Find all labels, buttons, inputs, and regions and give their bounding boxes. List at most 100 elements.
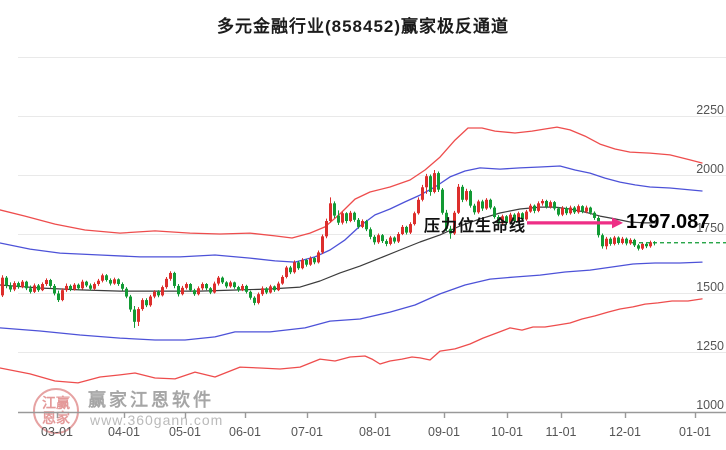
candle-body xyxy=(253,297,256,303)
candle-body xyxy=(241,285,244,291)
candle-body xyxy=(85,281,88,286)
candle-body xyxy=(113,279,116,284)
candle-body xyxy=(465,191,468,200)
candle-body xyxy=(621,238,624,243)
candle-body xyxy=(613,237,616,244)
watermark-seal-text: 江赢 恩家 xyxy=(42,395,70,426)
candle-body xyxy=(569,207,572,214)
candle-body xyxy=(413,213,416,225)
candle-body xyxy=(401,226,404,234)
candle-body xyxy=(525,211,528,220)
candle-body xyxy=(153,291,156,297)
candle-body xyxy=(133,309,136,322)
candle-body xyxy=(577,206,580,213)
candle-body xyxy=(293,262,296,273)
x-axis-label: 06-01 xyxy=(229,425,261,439)
candle-body xyxy=(537,203,540,211)
candle-body xyxy=(429,176,432,192)
candle-body xyxy=(417,199,420,214)
candle-body xyxy=(225,282,228,287)
candle-body xyxy=(533,205,536,211)
x-axis-label: 04-01 xyxy=(108,425,140,439)
candle-body xyxy=(321,236,324,253)
candle-body xyxy=(65,285,68,291)
candle-body xyxy=(173,272,176,286)
candle-body xyxy=(485,199,488,209)
candle-body xyxy=(353,212,356,220)
candle-body xyxy=(581,206,584,212)
candle-body xyxy=(77,284,80,289)
candle-body xyxy=(397,234,400,242)
candle-body xyxy=(21,281,24,288)
candle-body xyxy=(593,212,596,218)
candle-body xyxy=(229,282,232,287)
candle-body xyxy=(473,205,476,213)
candle-body xyxy=(17,283,20,288)
candle-body xyxy=(477,201,480,213)
candle-body xyxy=(305,259,308,265)
candle-body xyxy=(349,212,352,222)
candle-body xyxy=(169,272,172,279)
candle-body xyxy=(373,236,376,243)
pressure-level-label: 压力位生命线 xyxy=(424,218,527,235)
candle-body xyxy=(41,284,44,291)
candle-body xyxy=(61,290,64,301)
candle-body xyxy=(29,288,32,292)
candle-body xyxy=(193,290,196,295)
y-axis-label: 1500 xyxy=(696,280,724,294)
y-axis-label: 1250 xyxy=(696,339,724,353)
x-axis-label: 07-01 xyxy=(291,425,323,439)
candle-body xyxy=(5,277,8,286)
candle-body xyxy=(145,300,148,306)
candle-body xyxy=(181,287,184,295)
candle-body xyxy=(337,215,340,223)
candle-body xyxy=(105,275,108,281)
candle-body xyxy=(361,221,364,227)
candle-body xyxy=(333,203,336,216)
x-axis-label: 05-01 xyxy=(169,425,201,439)
candle-body xyxy=(109,280,112,284)
candle-body xyxy=(489,199,492,208)
x-axis-label: 03-01 xyxy=(41,425,73,439)
candle-body xyxy=(601,235,604,247)
candle-body xyxy=(629,239,632,244)
candle-body xyxy=(233,282,236,288)
x-axis-label: 08-01 xyxy=(359,425,391,439)
watermark-seal: 江赢 恩家 xyxy=(33,388,79,434)
lower-inner-band xyxy=(0,261,703,341)
candle-body xyxy=(197,288,200,295)
y-axis-label: 1000 xyxy=(696,398,724,412)
candle-body xyxy=(73,284,76,290)
candle-body xyxy=(497,217,500,224)
candle-body xyxy=(249,291,252,298)
chart-title: 多元金融行业(858452)赢家极反通道 xyxy=(216,17,510,36)
candle-body xyxy=(453,212,456,234)
candle-body xyxy=(289,267,292,273)
candle-body xyxy=(441,189,444,213)
candle-body xyxy=(369,229,372,237)
candle-body xyxy=(209,288,212,293)
candle-body xyxy=(277,283,280,291)
candle-body xyxy=(301,259,304,269)
x-axis-label: 10-01 xyxy=(491,425,523,439)
candle-body xyxy=(121,284,124,289)
candle-body xyxy=(285,267,288,277)
candle-body xyxy=(481,201,484,209)
candle-body xyxy=(381,235,384,242)
candle-body xyxy=(325,221,328,237)
candle-body xyxy=(217,277,220,284)
watermark-url: www.360gann.com xyxy=(90,412,224,428)
candle-body xyxy=(585,207,588,212)
candle-body xyxy=(185,284,188,288)
y-axis-label: 2000 xyxy=(696,162,724,176)
candle-body xyxy=(125,288,128,297)
candle-body xyxy=(213,283,216,293)
candle-body xyxy=(33,285,36,292)
candle-body xyxy=(437,173,440,190)
candle-body xyxy=(69,285,72,290)
candle-body xyxy=(457,186,460,213)
candle-body xyxy=(421,187,424,200)
